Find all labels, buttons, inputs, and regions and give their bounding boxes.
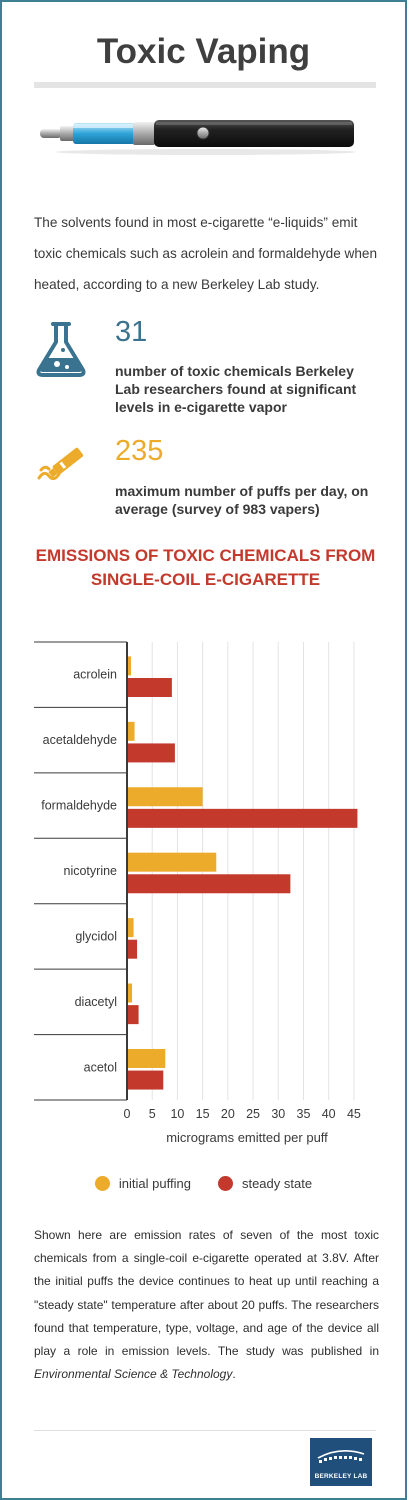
explanation-paragraph: Shown here are emission rates of seven o… (34, 1224, 379, 1386)
explanation-text: Shown here are emission rates of seven o… (34, 1228, 379, 1359)
bar-steady-nicotyrine (128, 874, 291, 894)
stat-text-puffs: maximum number of puffs per day, on aver… (115, 483, 369, 517)
logo-text: BERKELEY LAB (314, 1473, 368, 1480)
x-tick-label: 0 (124, 1107, 131, 1121)
intro-paragraph: The solvents found in most e-cigarette “… (34, 215, 378, 292)
berkeley-lab-logo: BERKELEY LAB (310, 1438, 372, 1486)
category-label: acetaldehyde (43, 733, 117, 747)
x-tick-label: 35 (297, 1107, 311, 1121)
category-label: nicotyrine (64, 864, 118, 878)
ecig-smoke-icon (37, 447, 84, 481)
x-tick-label: 40 (322, 1107, 336, 1121)
bar-steady-acetol (128, 1070, 164, 1090)
category-label: acrolein (73, 668, 117, 682)
flask-icon (36, 322, 86, 377)
bar-initial-acetol (128, 1048, 166, 1068)
category-label: formaldehyde (41, 799, 117, 813)
journal-name: Environmental Science & Technology (34, 1367, 233, 1382)
bar-steady-acetaldehyde (128, 743, 175, 763)
bar-initial-diacetyl (128, 983, 133, 1003)
chart-legend: initial puffing steady state (2, 1176, 405, 1191)
footer-divider (34, 1430, 376, 1431)
bar-steady-acrolein (128, 677, 172, 697)
x-tick-label: 25 (246, 1107, 260, 1121)
legend-swatch-steady (217, 1176, 233, 1191)
bar-steady-diacetyl (128, 1005, 139, 1025)
legend-swatch-initial (94, 1176, 110, 1191)
bar-initial-nicotyrine (128, 852, 217, 872)
bar-initial-glycidol (128, 918, 134, 938)
page-title: Toxic Vaping (96, 32, 311, 71)
explanation-end: . (232, 1367, 236, 1382)
x-tick-label: 10 (170, 1107, 184, 1121)
ecig-image (40, 120, 356, 155)
category-label: glycidol (75, 929, 117, 943)
x-tick-label: 5 (149, 1107, 156, 1121)
stat-text-chemicals: number of toxic chemicals Berkeley Lab r… (115, 363, 357, 415)
x-tick-label: 15 (196, 1107, 210, 1121)
category-label: diacetyl (75, 995, 117, 1009)
bar-initial-acrolein (128, 656, 132, 676)
legend-label-initial: initial puffing (118, 1176, 191, 1191)
bar-steady-formaldehyde (128, 808, 358, 828)
legend-item-steady: steady state (217, 1176, 313, 1191)
legend-label-steady: steady state (241, 1176, 313, 1191)
bar-initial-formaldehyde (128, 787, 203, 807)
x-axis-label: micrograms emitted per puff (166, 1130, 328, 1145)
category-label: acetol (84, 1060, 117, 1074)
x-tick-label: 45 (347, 1107, 361, 1121)
title-divider (34, 82, 376, 88)
x-tick-label: 20 (221, 1107, 235, 1121)
bar-steady-glycidol (128, 939, 138, 959)
logo-building-icon (317, 1450, 365, 1463)
emissions-bar-chart: 0 5 10 15 20 25 30 35 40 45 acrolein acetaldehyde fo… (34, 641, 361, 1121)
stat-value-chemicals: 31 (115, 316, 148, 348)
x-tick-label: 30 (271, 1107, 285, 1121)
bar-initial-acetaldehyde (128, 721, 135, 741)
legend-item-initial: initial puffing (94, 1176, 191, 1191)
chart-title: EMISSIONS OF TOXIC CHEMICALS FROM SINGLE… (35, 546, 376, 589)
stat-value-puffs: 235 (115, 435, 164, 467)
